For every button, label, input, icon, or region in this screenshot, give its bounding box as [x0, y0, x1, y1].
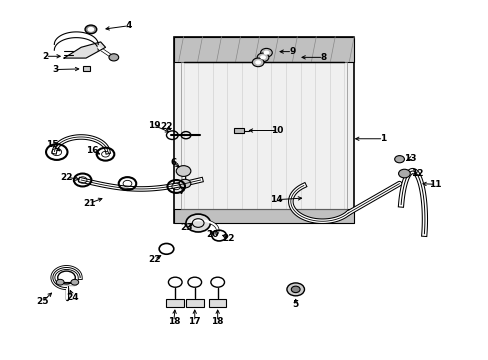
Circle shape [179, 179, 190, 188]
Text: 14: 14 [269, 195, 282, 204]
Bar [208, 299, 226, 307]
Text: 20: 20 [206, 230, 219, 239]
Bar [181, 62, 346, 209]
Text: 15: 15 [45, 140, 58, 149]
Text: 1: 1 [380, 134, 386, 143]
Text: 22: 22 [60, 173, 73, 182]
Text: 9: 9 [288, 47, 295, 56]
Text: 18: 18 [167, 317, 180, 326]
Text: 22: 22 [160, 122, 172, 131]
Bar [173, 37, 353, 62]
Text: 6: 6 [170, 158, 177, 167]
Bar [166, 299, 183, 307]
Circle shape [257, 53, 268, 62]
Text: 2: 2 [42, 52, 49, 61]
Circle shape [71, 279, 79, 285]
Text: 25: 25 [36, 297, 48, 306]
Bar [233, 129, 244, 133]
Circle shape [394, 156, 404, 163]
Text: 8: 8 [320, 53, 326, 62]
Circle shape [185, 214, 210, 232]
Text: 5: 5 [292, 300, 298, 309]
Text: 24: 24 [66, 293, 79, 302]
Circle shape [398, 169, 409, 178]
Text: 21: 21 [83, 199, 96, 208]
Text: 3: 3 [52, 65, 58, 74]
Circle shape [176, 166, 190, 176]
Text: 11: 11 [428, 180, 441, 189]
Bar [173, 209, 353, 223]
Bar [82, 66, 90, 71]
Text: 12: 12 [410, 169, 423, 178]
Text: 18: 18 [211, 317, 224, 326]
Circle shape [263, 50, 269, 55]
Circle shape [260, 48, 272, 57]
Text: 16: 16 [86, 146, 99, 155]
Circle shape [85, 25, 97, 34]
Circle shape [109, 54, 119, 61]
Circle shape [260, 55, 265, 59]
Text: 13: 13 [403, 154, 416, 163]
Bar [185, 299, 203, 307]
Circle shape [87, 27, 94, 32]
Circle shape [255, 60, 261, 64]
Text: 4: 4 [125, 21, 131, 30]
Circle shape [252, 58, 264, 67]
Polygon shape [64, 42, 105, 58]
Text: 23: 23 [181, 223, 193, 232]
Text: 22: 22 [222, 234, 235, 243]
Circle shape [286, 283, 304, 296]
Text: 7: 7 [178, 187, 184, 196]
Bar [173, 37, 353, 223]
Circle shape [291, 286, 300, 293]
Circle shape [56, 279, 64, 285]
Text: 22: 22 [148, 255, 160, 264]
Text: 10: 10 [271, 126, 283, 135]
Text: 17: 17 [188, 317, 201, 326]
Text: 19: 19 [148, 121, 160, 130]
